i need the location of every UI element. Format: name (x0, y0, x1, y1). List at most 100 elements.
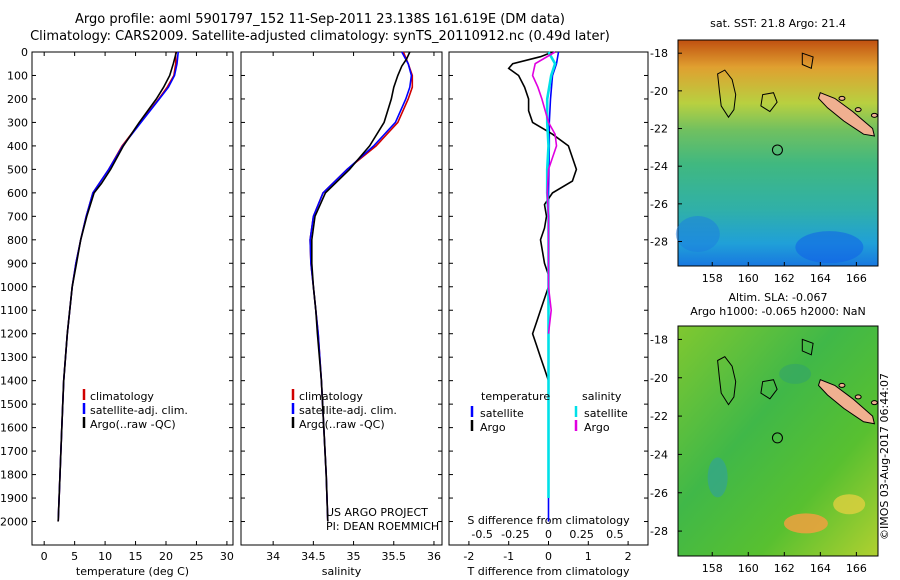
lat-tick-label: -18 (650, 47, 668, 60)
lat-tick-label: -20 (650, 85, 668, 98)
loyalty-island (854, 394, 862, 400)
loyalty-island (854, 107, 862, 113)
series-line-1 (507, 51, 578, 381)
lon-tick-label: 158 (702, 272, 723, 285)
legend-header: salinity (582, 390, 622, 403)
x-tick-label: -1 (503, 550, 514, 563)
x-tick-label: 0 (545, 550, 552, 563)
depth-tick-label: 1500 (0, 398, 28, 411)
x2-tick-label: 0.5 (606, 528, 624, 541)
depth-tick-label: 1700 (0, 445, 28, 458)
legend-label: climatology (299, 390, 363, 403)
x-tick-label: 15 (129, 550, 143, 563)
loyalty-island (838, 382, 846, 388)
lat-tick-label: -22 (650, 410, 668, 423)
annotation-project: US ARGO PROJECT (326, 506, 428, 519)
x-tick-label: 0 (41, 550, 48, 563)
lon-tick-label: 164 (810, 272, 831, 285)
depth-tick-label: 1100 (0, 304, 28, 317)
depth-tick-label: 800 (7, 234, 28, 247)
x-tick-label: 1 (585, 550, 592, 563)
depth-tick-label: 700 (7, 210, 28, 223)
map-1-field (677, 325, 879, 557)
depth-tick-label: 200 (7, 93, 28, 106)
depth-tick-label: 1900 (0, 492, 28, 505)
x-tick-label: 35.5 (382, 550, 407, 563)
x-tick-label: 35 (347, 550, 361, 563)
depth-tick-label: 0 (21, 46, 28, 59)
panel-0-frame (31, 51, 234, 546)
series-line-2 (310, 51, 411, 522)
lat-tick-label: -24 (650, 160, 668, 173)
lon-tick-label: 162 (774, 562, 795, 575)
lat-tick-label: -24 (650, 448, 668, 461)
x2-tick-label: 0.25 (569, 528, 594, 541)
panel-1-frame (240, 51, 443, 546)
legend-label: Argo (480, 421, 506, 434)
depth-tick-label: 2000 (0, 516, 28, 529)
legend-label: satellite-adj. clim. (299, 404, 397, 417)
legend-label: Argo(..raw -QC) (90, 418, 176, 431)
series-line-2 (57, 51, 178, 522)
x-tick-label: 5 (71, 550, 78, 563)
lat-tick-label: -20 (650, 372, 668, 385)
argo-float-marker (771, 432, 783, 444)
map-title: sat. SST: 21.8 Argo: 21.4 (710, 17, 846, 30)
x2-tick-label: -0.5 (471, 528, 492, 541)
lon-tick-label: 160 (738, 562, 759, 575)
depth-tick-label: 500 (7, 163, 28, 176)
lat-tick-label: -28 (650, 236, 668, 249)
x2-tick-label: -0.25 (501, 528, 529, 541)
high-sla-patch (783, 513, 828, 534)
lon-tick-label: 166 (846, 272, 867, 285)
x-tick-label: 30 (220, 550, 234, 563)
series-line-3 (531, 51, 558, 334)
legend-label: Argo(..raw -QC) (299, 418, 385, 431)
lon-tick-label: 166 (846, 562, 867, 575)
legend-label: satellite (584, 407, 628, 420)
legend-header: temperature (481, 390, 550, 403)
lat-tick-label: -26 (650, 487, 668, 500)
legend-label: climatology (90, 390, 154, 403)
x-tick-label: 36 (427, 550, 441, 563)
low-sla-patch (707, 457, 728, 498)
lon-tick-label: 158 (702, 562, 723, 575)
x-tick-label: 20 (159, 550, 173, 563)
depth-tick-label: 100 (7, 69, 28, 82)
depth-tick-label: 1600 (0, 422, 28, 435)
depth-tick-label: 400 (7, 140, 28, 153)
lon-tick-label: 162 (774, 272, 795, 285)
low-sla-patch (779, 363, 812, 384)
x-axis-label: salinity (322, 565, 362, 578)
new-caledonia-island (817, 92, 876, 137)
x-tick-label: 10 (98, 550, 112, 563)
legend-label: satellite (480, 407, 524, 420)
loyalty-island (870, 112, 878, 118)
loyalty-island (870, 400, 878, 406)
lat-tick-label: -28 (650, 525, 668, 538)
new-caledonia-island (817, 379, 876, 425)
x-tick-label: 2 (625, 550, 632, 563)
cool-patch (675, 215, 720, 252)
map-title: Altim. SLA: -0.067 (728, 291, 827, 304)
lat-tick-label: -18 (650, 333, 668, 346)
lon-tick-label: 164 (810, 562, 831, 575)
depth-tick-label: 300 (7, 116, 28, 129)
high-sla-patch (833, 494, 866, 515)
loyalty-island (838, 95, 846, 101)
reef-contour (801, 338, 814, 356)
depth-tick-label: 600 (7, 187, 28, 200)
reef-contour (717, 356, 737, 406)
x-tick-label: 34 (266, 550, 280, 563)
depth-tick-label: 1400 (0, 375, 28, 388)
depth-tick-label: 1000 (0, 281, 28, 294)
legend-label: satellite-adj. clim. (90, 404, 188, 417)
argo-float-marker (771, 144, 783, 156)
x-tick-label: 25 (189, 550, 203, 563)
x-axis-label: temperature (deg C) (76, 565, 189, 578)
depth-tick-label: 1800 (0, 469, 28, 482)
depth-tick-label: 1300 (0, 351, 28, 364)
depth-tick-label: 1200 (0, 328, 28, 341)
reef-contour (717, 69, 737, 119)
